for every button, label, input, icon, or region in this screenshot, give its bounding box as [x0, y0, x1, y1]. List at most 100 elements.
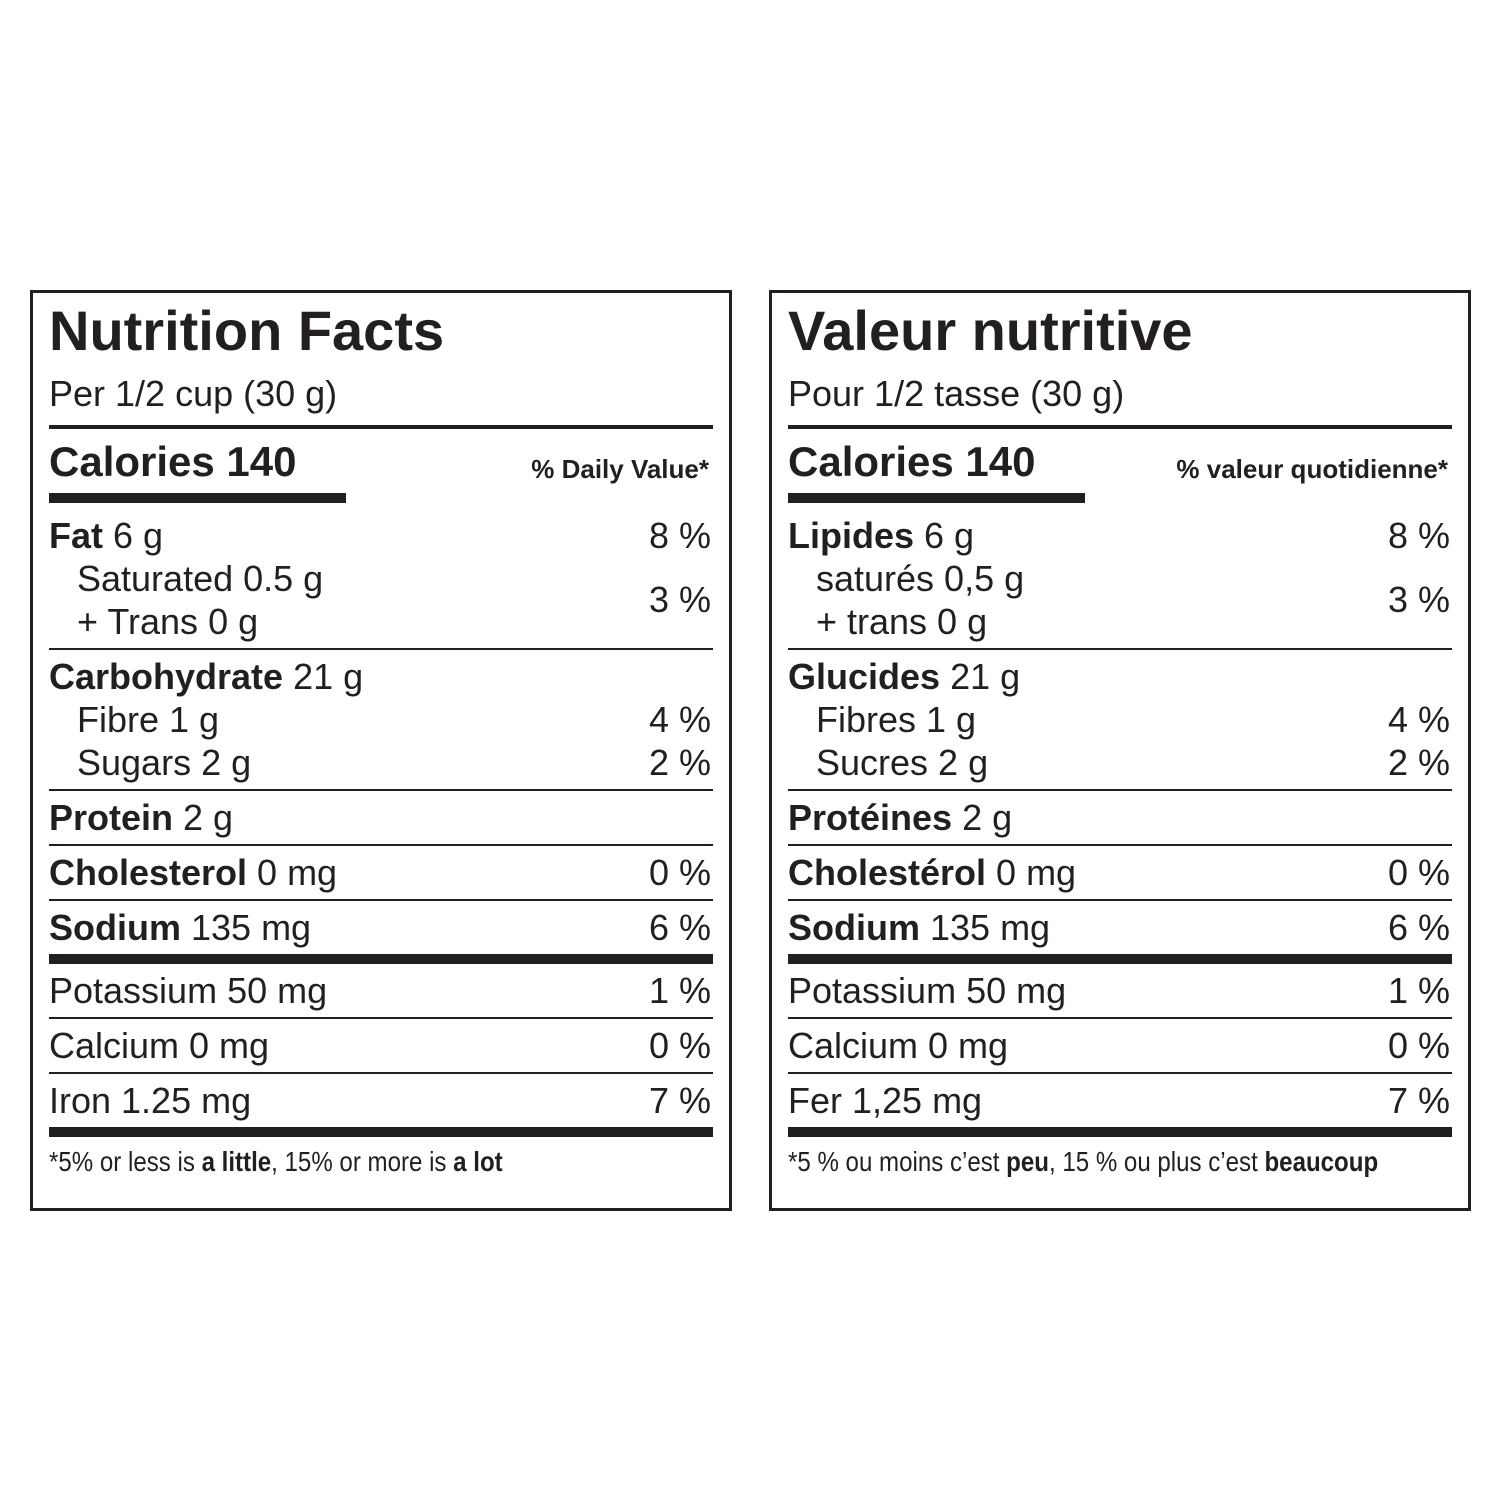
calories-bar: [788, 493, 1085, 503]
mineral-text: Calcium 0 mg: [788, 1025, 1009, 1066]
nutrient-text: saturés 0,5 g + trans 0 g: [788, 557, 1024, 643]
nutrient-text: Glucides 21 g: [788, 655, 1020, 698]
nutrient-text: Sodium 135 mg: [49, 906, 311, 949]
nutrient-text: Sugars 2 g: [49, 741, 251, 784]
nutrient-line: Carbohydrate 21 g: [49, 655, 363, 698]
serving-size: Per 1/2 cup (30 g): [49, 363, 713, 429]
daily-value: 8 %: [1387, 514, 1450, 556]
nutrient-name: Protéines: [788, 797, 953, 838]
nutrient-row: Saturated 0.5 g + Trans 0 g 3 %: [49, 557, 713, 643]
nutrient-amount: 6 g: [924, 515, 975, 556]
daily-value: 1 %: [648, 969, 711, 1011]
nutrient-group: Sodium 135 mg 6 %: [49, 901, 713, 964]
nutrient-amount: 21 g: [293, 656, 364, 697]
nutrient-line: Protein 2 g: [49, 796, 233, 839]
calories: Calories 140: [49, 438, 297, 485]
mineral-group: Fer 1,25 mg 7 %: [788, 1074, 1452, 1137]
nutrient-text: Fibre 1 g: [49, 698, 219, 741]
nutrition-panel: Nutrition Facts Per 1/2 cup (30 g) Calorie…: [30, 290, 732, 1211]
daily-value: 0 %: [648, 851, 711, 893]
nutrient-group: Sodium 135 mg 6 %: [788, 901, 1452, 964]
nutrient-group: Cholesterol 0 mg 0 %: [49, 846, 713, 901]
sub-nutrient: + trans 0 g: [816, 601, 988, 642]
nutrient-line: Cholestérol 0 mg: [788, 851, 1076, 894]
nutrient-name: Cholesterol: [49, 852, 248, 893]
nutrient-amount: 0 mg: [257, 852, 338, 893]
calories-bar: [49, 493, 346, 503]
nutrient-amount: 6 g: [113, 515, 164, 556]
mineral-group: Potassium 50 mg 1 %: [788, 964, 1452, 1019]
mineral-text: Potassium 50 mg: [788, 970, 1067, 1011]
daily-value: 7 %: [1387, 1079, 1450, 1121]
nutrient-group: Protein 2 g: [49, 791, 713, 846]
nutrient-group: Lipides 6 g 8 % saturés 0,5 g + trans 0 g 3 %: [788, 509, 1452, 650]
nutrient-name: Sodium: [49, 907, 181, 948]
nutrient-row: Cholesterol 0 mg 0 %: [49, 851, 713, 894]
mineral-row: Fer 1,25 mg 7 %: [788, 1079, 1452, 1122]
nutrient-line: Protéines 2 g: [788, 796, 1012, 839]
footnote-part: , 15% or more is: [271, 1146, 454, 1177]
nutrient-row: Sodium 135 mg 6 %: [788, 906, 1452, 949]
sub-nutrient: Saturated 0.5 g: [77, 558, 324, 599]
mineral-row: Calcium 0 mg 0 %: [49, 1024, 713, 1067]
nutrient-row: Fat 6 g 8 %: [49, 514, 713, 557]
nutrient-amount: 135 mg: [930, 907, 1051, 948]
nutrient-row: Cholestérol 0 mg 0 %: [788, 851, 1452, 894]
nutrient-text: Lipides 6 g: [788, 514, 974, 557]
sub-nutrient: Sugars 2 g: [77, 742, 252, 783]
mineral-text: Potassium 50 mg: [49, 970, 328, 1011]
mineral-text: Calcium 0 mg: [49, 1025, 270, 1066]
daily-value: 4 %: [1387, 698, 1450, 740]
nutrient-text: Sucres 2 g: [788, 741, 988, 784]
footnote-part: a lot: [453, 1146, 503, 1177]
calories-row: Calories 140 % valeur quotidienne*: [788, 429, 1452, 509]
daily-value-header: % Daily Value*: [531, 454, 709, 484]
daily-value: 3 %: [1387, 579, 1450, 620]
mineral-group: Potassium 50 mg 1 %: [49, 964, 713, 1019]
nutrient-row: Protein 2 g: [49, 796, 713, 839]
nutrient-row: saturés 0,5 g + trans 0 g 3 %: [788, 557, 1452, 643]
sub-nutrient: + Trans 0 g: [77, 601, 259, 642]
daily-value: 0 %: [1387, 851, 1450, 893]
nutrient-text: Cholestérol 0 mg: [788, 851, 1076, 894]
daily-value: 2 %: [648, 741, 711, 783]
nutrient-amount: 2 g: [962, 797, 1013, 838]
nutrient-line: Fat 6 g: [49, 514, 163, 557]
mineral-row: Potassium 50 mg 1 %: [788, 969, 1452, 1012]
mineral-row: Iron 1.25 mg 7 %: [49, 1079, 713, 1122]
calories-block: Calories 140: [49, 431, 346, 503]
daily-value: 8 %: [648, 514, 711, 556]
calories: Calories 140: [788, 438, 1036, 485]
mineral-group: Iron 1.25 mg 7 %: [49, 1074, 713, 1137]
sub-nutrient: Fibre 1 g: [77, 699, 220, 740]
nutrition-panel: Valeur nutritive Pour 1/2 tasse (30 g) Cal…: [769, 290, 1471, 1211]
nutrient-group: Glucides 21 g Fibres 1 g 4 % Sucres 2 g 2 %: [788, 650, 1452, 791]
nutrient-line: Sodium 135 mg: [788, 906, 1050, 949]
nutrient-line: Cholesterol 0 mg: [49, 851, 337, 894]
mineral-row: Calcium 0 mg 0 %: [788, 1024, 1452, 1067]
nutrient-amount: 21 g: [950, 656, 1021, 697]
nutrient-line: Sodium 135 mg: [49, 906, 311, 949]
daily-value: 6 %: [648, 906, 711, 948]
daily-value: 6 %: [1387, 906, 1450, 948]
nutrient-row: Carbohydrate 21 g: [49, 655, 713, 698]
nutrient-name: Carbohydrate: [49, 656, 284, 697]
serving-size: Pour 1/2 tasse (30 g): [788, 363, 1452, 429]
nutrient-text: Saturated 0.5 g + Trans 0 g: [49, 557, 323, 643]
nutrient-text: Carbohydrate 21 g: [49, 655, 363, 698]
nutrient-name: Cholestérol: [788, 852, 987, 893]
nutrient-amount: 0 mg: [996, 852, 1077, 893]
nutrient-text: Protein 2 g: [49, 796, 233, 839]
nutrient-row: Protéines 2 g: [788, 796, 1452, 839]
nutrient-group: Protéines 2 g: [788, 791, 1452, 846]
daily-value: 7 %: [648, 1079, 711, 1121]
daily-value: 0 %: [1387, 1024, 1450, 1066]
nutrient-row: Fibre 1 g 4 %: [49, 698, 713, 741]
panel-title: Nutrition Facts: [49, 299, 445, 362]
daily-value: 3 %: [648, 579, 711, 620]
mineral-group: Calcium 0 mg 0 %: [49, 1019, 713, 1074]
footnote-part: peu: [1006, 1146, 1049, 1177]
mineral-row: Potassium 50 mg 1 %: [49, 969, 713, 1012]
